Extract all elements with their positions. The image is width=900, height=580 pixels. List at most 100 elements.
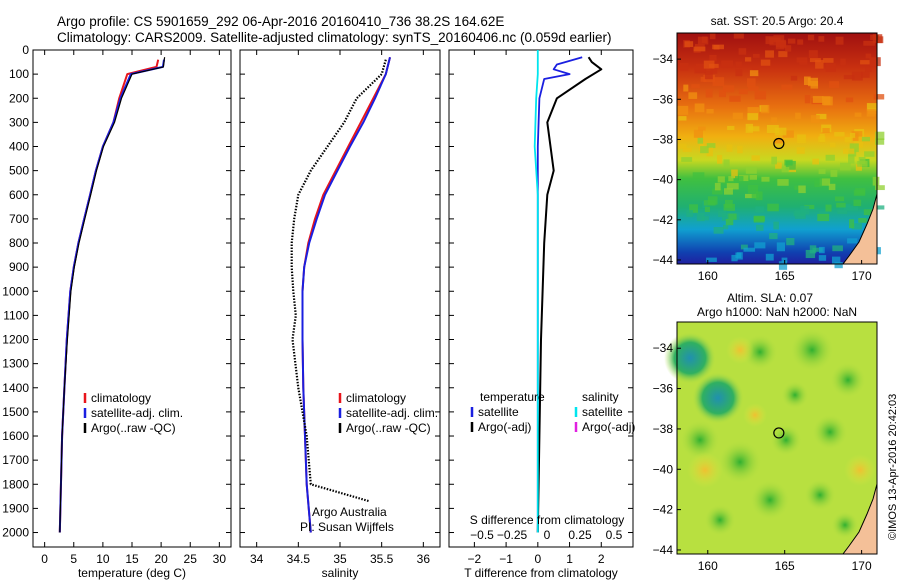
sst-patch — [732, 112, 743, 120]
sst-patch — [717, 154, 723, 164]
sst-map-title: sat. SST: 20.5 Argo: 20.4 — [711, 14, 844, 28]
sst-patch — [835, 36, 844, 45]
sst-patch — [863, 40, 876, 46]
sst-patch — [808, 50, 818, 59]
sst-patch — [796, 147, 805, 154]
sst-patch — [845, 97, 854, 103]
sst-patch — [851, 71, 863, 81]
map-y-tick-label: −34 — [653, 52, 674, 66]
sst-patch — [754, 90, 767, 100]
sst-patch — [735, 69, 743, 77]
sst-patch — [755, 191, 763, 201]
sst-patch — [800, 205, 810, 215]
sst-patch — [727, 213, 737, 220]
panel-frame — [32, 49, 232, 548]
sst-patch — [723, 85, 735, 93]
sst-patch — [704, 70, 713, 80]
legend-label: Argo(..raw -QC) — [91, 421, 176, 435]
sst-patch — [747, 78, 756, 87]
sst-patch — [713, 45, 720, 50]
sst-patch — [816, 113, 827, 120]
sst-patch — [683, 84, 689, 92]
sst-patch — [718, 89, 726, 98]
sst-patch — [870, 34, 879, 41]
sst-patch — [829, 81, 840, 88]
map-x-tick-label: 165 — [775, 269, 795, 283]
argo-location-marker — [773, 137, 785, 150]
sst-patch — [725, 199, 733, 209]
sst-patch — [745, 123, 754, 133]
sst-patch — [875, 138, 885, 145]
x-tick-label: −2 — [468, 552, 482, 566]
sla-blob — [781, 381, 809, 409]
x-axis-label: T difference from climatology — [464, 566, 618, 580]
sla-blob — [830, 362, 866, 398]
sst-patch — [832, 245, 843, 252]
sst-patch — [748, 126, 760, 132]
sst-patch — [854, 112, 862, 117]
sst-patch — [692, 172, 705, 179]
x-top-tick-label: 0.25 — [568, 528, 592, 542]
map-field — [677, 33, 885, 270]
series-line-2 — [290, 59, 387, 503]
y-tick-label: 600 — [9, 188, 29, 202]
sst-patch — [817, 213, 830, 222]
sla-blob — [750, 480, 790, 520]
sst-patch — [797, 134, 806, 144]
x-tick-label: 10 — [96, 552, 110, 566]
sst-patch — [693, 46, 706, 52]
sst-patch — [677, 105, 689, 115]
sst-patch — [733, 213, 740, 220]
x-top-axis-label: S difference from climatology — [470, 513, 625, 527]
sst-patch — [774, 138, 784, 144]
sst-patch — [796, 57, 808, 63]
x-tick-label: 30 — [213, 552, 227, 566]
sst-patch — [682, 147, 692, 152]
sst-patch — [739, 175, 749, 182]
sst-patch — [679, 63, 689, 71]
sst-patch — [678, 116, 687, 121]
sst-patch — [751, 155, 760, 161]
x-tick-label: −1 — [499, 552, 513, 566]
sst-patch — [749, 70, 759, 77]
sst-patch — [861, 71, 870, 78]
sst-patch — [765, 50, 774, 58]
sst-patch — [830, 170, 838, 177]
sst-patch — [819, 246, 825, 254]
sst-patch — [782, 130, 794, 138]
sst-patch — [700, 146, 709, 154]
sst-patch — [869, 57, 881, 67]
figure-title-line1: Argo profile: CS 5901659_292 06-Apr-2016… — [57, 14, 505, 29]
sst-patch — [822, 96, 831, 106]
legend-label: satellite-adj. clim. — [346, 406, 438, 420]
sst-patch — [735, 176, 744, 182]
x-tick-label: 20 — [154, 552, 168, 566]
map-y-tick-label: −40 — [653, 173, 674, 187]
sst-patch — [689, 204, 698, 213]
sst-patch — [834, 262, 843, 269]
sst-patch — [765, 253, 774, 261]
sst-patch — [785, 45, 792, 52]
sst-patch — [745, 57, 752, 62]
sla-blob — [804, 479, 836, 511]
sst-patch — [751, 193, 760, 199]
sst-patch — [712, 77, 725, 86]
sla-blob — [743, 403, 767, 427]
x-tick-label: 35.5 — [370, 552, 394, 566]
sst-patch — [812, 247, 823, 252]
sst-patch — [864, 151, 875, 157]
profile-panel-1: 34 34.5 35 35.5 36 salinity climatologysatelli… — [239, 49, 441, 580]
sst-patch — [848, 154, 855, 164]
sla-map-title-line1: Altim. SLA: 0.07 — [727, 291, 813, 305]
sst-patch — [818, 169, 826, 174]
map-y-tick-label: −38 — [653, 422, 674, 436]
sst-patch — [836, 202, 846, 208]
sla-map-title-line2: Argo h1000: NaN h2000: NaN — [697, 305, 857, 319]
sst-patch — [691, 84, 700, 89]
sst-patch — [706, 143, 716, 149]
sst-patch — [712, 188, 723, 195]
sst-patch — [815, 59, 824, 69]
sst-patch — [695, 63, 707, 73]
sst-patch — [693, 129, 703, 138]
map-frame — [676, 32, 878, 265]
